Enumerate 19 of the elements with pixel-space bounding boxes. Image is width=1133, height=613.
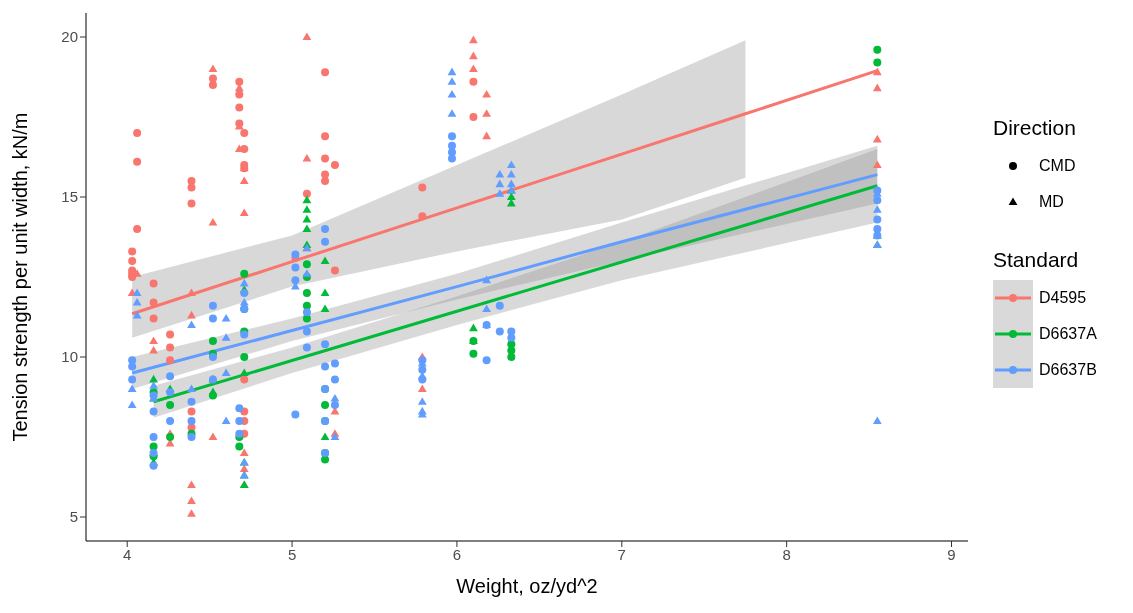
- y-tick-label: 5: [69, 508, 78, 526]
- legend-label: MD: [1039, 193, 1064, 211]
- x-axis-title: Weight, oz/yd^2: [456, 575, 598, 597]
- x-tick-label: 4: [123, 545, 132, 563]
- legend-label: D4595: [1039, 289, 1087, 307]
- x-tick-label: 5: [287, 545, 297, 563]
- legend-label: CMD: [1039, 157, 1076, 175]
- legend-label: D6637B: [1039, 361, 1097, 379]
- legend-title: Standard: [993, 248, 1080, 272]
- y-tick-label: 20: [61, 28, 78, 46]
- y-tick-label: 10: [61, 348, 78, 366]
- text: Direction: [993, 116, 1077, 140]
- y-tick-label: 15: [61, 188, 78, 206]
- x-tick-label: 9: [947, 545, 956, 563]
- x-tick-label: 7: [617, 545, 626, 563]
- y-axis-title: Tension strength per unit width, kN/m: [9, 112, 32, 442]
- legend-label: D6637A: [1039, 325, 1097, 343]
- x-tick-label: 8: [782, 545, 791, 563]
- x-tick-label: 6: [452, 545, 462, 563]
